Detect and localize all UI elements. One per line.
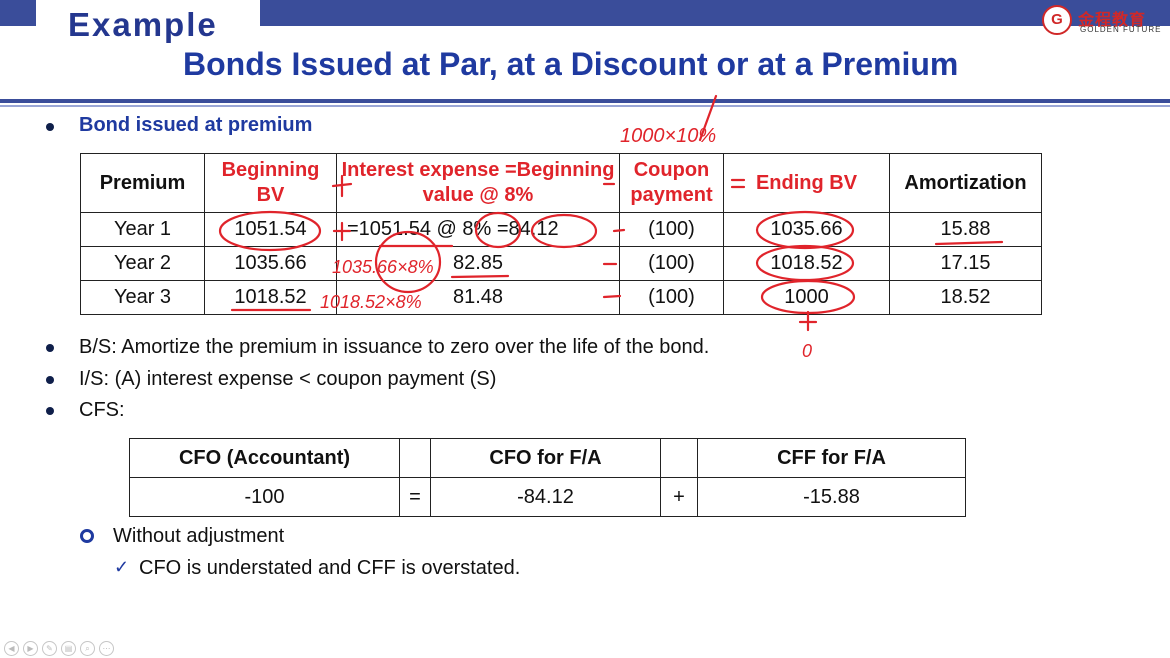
- section-heading: Bond issued at premium: [79, 114, 313, 136]
- table-header-row: Premium Beginning BV Interest expense =B…: [80, 153, 1042, 213]
- bullet-text: I/S: (A) interest expense < coupon payme…: [79, 368, 497, 390]
- table-cell: 1018.52: [723, 246, 890, 281]
- pen-tool-icon[interactable]: ✎: [42, 641, 57, 656]
- table-cell: =: [399, 477, 431, 517]
- header-cell: Premium: [80, 153, 205, 213]
- table-cell: (100): [619, 280, 724, 315]
- header-cell: [399, 438, 431, 478]
- slide-title: Example: [68, 6, 218, 43]
- header-divider-thin: [0, 105, 1170, 107]
- header-cell: Amortization: [889, 153, 1042, 213]
- ink-note-top: 1000×10%: [620, 125, 716, 147]
- table-cell: 18.52: [889, 280, 1042, 315]
- bullet-text: CFS:: [79, 399, 125, 421]
- table-cell: -100: [129, 477, 400, 517]
- circle-bullet-icon: [80, 529, 94, 543]
- bond-premium-table: Premium Beginning BV Interest expense =B…: [80, 153, 1042, 315]
- table-cell: 1000: [723, 280, 890, 315]
- ink-zero-mark: 0: [802, 341, 812, 361]
- header-cell: [660, 438, 698, 478]
- table-row: Year 2 1035.66 82.85 (100) 1018.52 17.15: [80, 246, 1042, 281]
- header-cell: Interest expense =Beginning value @ 8%: [336, 153, 620, 213]
- table-cell: (100): [619, 246, 724, 281]
- table-cell: -15.88: [697, 477, 966, 517]
- next-slide-icon[interactable]: ▶: [23, 641, 38, 656]
- table-header-row: CFO (Accountant) CFO for F/A CFF for F/A: [129, 438, 966, 478]
- header-cell: Beginning BV: [204, 153, 337, 213]
- table-cell: 1035.66: [723, 212, 890, 247]
- header-cell: Ending BV: [723, 153, 890, 213]
- header-cell: CFO for F/A: [430, 438, 661, 478]
- header-cell: CFF for F/A: [697, 438, 966, 478]
- table-cell: (100): [619, 212, 724, 247]
- table-cell: Year 1: [80, 212, 205, 247]
- table-cell: =1051.54 @ 8% =84.12: [336, 212, 620, 247]
- header-cell: Coupon payment: [619, 153, 724, 213]
- table-cell: 15.88: [889, 212, 1042, 247]
- table-cell: -84.12: [430, 477, 661, 517]
- slides-icon[interactable]: ▤: [61, 641, 76, 656]
- table-row: -100 = -84.12 + -15.88: [129, 477, 966, 517]
- checkmark-icon: ✓: [114, 557, 130, 577]
- player-controls: ◀ ▶ ✎ ▤ ⌕ ⋯: [4, 638, 118, 656]
- header-cell: CFO (Accountant): [129, 438, 400, 478]
- logo-text-en: GOLDEN FUTURE: [1080, 25, 1162, 34]
- bullet-dot-icon: [46, 344, 54, 352]
- table-cell: 82.85: [336, 246, 620, 281]
- table-cell: Year 2: [80, 246, 205, 281]
- header-divider: [0, 99, 1170, 103]
- prev-slide-icon[interactable]: ◀: [4, 641, 19, 656]
- zoom-icon[interactable]: ⌕: [80, 641, 95, 656]
- table-cell: 17.15: [889, 246, 1042, 281]
- table-row: Year 1 1051.54 =1051.54 @ 8% =84.12 (100…: [80, 212, 1042, 247]
- table-cell: Year 3: [80, 280, 205, 315]
- logo-emblem-icon: G: [1042, 5, 1072, 35]
- logo-text-cn: 金程教育: [1078, 12, 1147, 29]
- bullet-text: B/S: Amortize the premium in issuance to…: [79, 336, 710, 358]
- slide-subtitle: Bonds Issued at Par, at a Discount or at…: [183, 46, 959, 82]
- table-cell: 81.48: [336, 280, 620, 315]
- bullet-dot-icon: [46, 376, 54, 384]
- more-options-icon[interactable]: ⋯: [99, 641, 114, 656]
- sub-bullet-text: Without adjustment: [113, 525, 285, 547]
- cfs-table: CFO (Accountant) CFO for F/A CFF for F/A…: [129, 438, 966, 517]
- check-item-text: CFO is understated and CFF is overstated…: [139, 557, 521, 579]
- table-cell: 1051.54: [204, 212, 337, 247]
- table-cell: +: [660, 477, 698, 517]
- brand-logo: G 金程教育 GOLDEN FUTURE: [1042, 5, 1162, 37]
- table-cell: 1018.52: [204, 280, 337, 315]
- table-row: Year 3 1018.52 81.48 (100) 1000 18.52: [80, 280, 1042, 315]
- bullet-dot-icon: [46, 407, 54, 415]
- bullet-dot-icon: [46, 123, 54, 131]
- table-cell: 1035.66: [204, 246, 337, 281]
- title-tab: [36, 0, 260, 46]
